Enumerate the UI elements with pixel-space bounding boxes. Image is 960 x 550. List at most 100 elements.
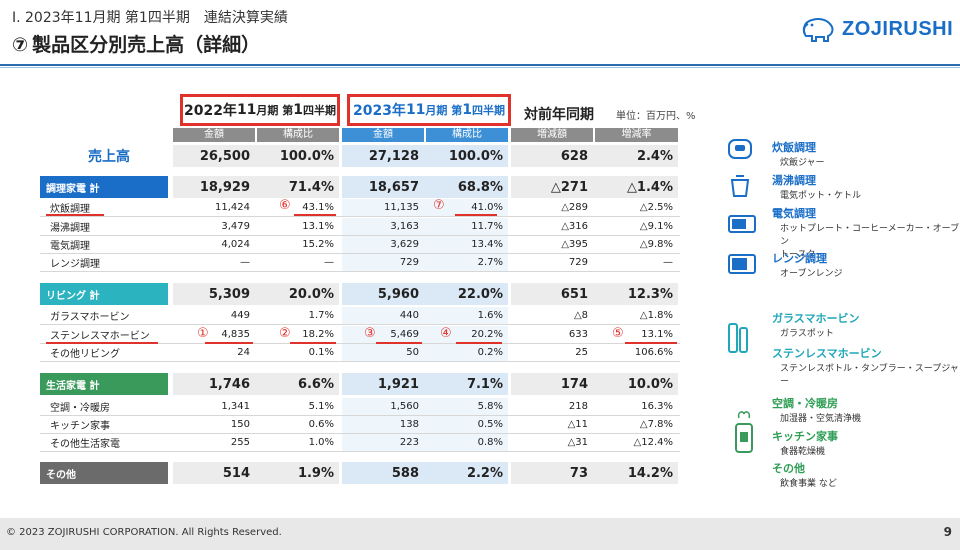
cell-elec-2: 3,629 (390, 239, 419, 250)
cur-period-header: 2023年 11 月期 第 1 四半期 (347, 94, 511, 126)
cell-aircon-5: 16.3% (641, 401, 673, 412)
table-row-cook: 調理家電 計 18,929 71.4% 18,657 68.8% △271 △1.4% (40, 176, 680, 198)
legend-range: レンジ調理 オーブンレンジ (772, 252, 843, 279)
row-label: レンジ調理 (50, 259, 100, 270)
cell-cook-3: 68.8% (457, 179, 503, 195)
table-row-otherliv: その他リビング 24 0.1% 50 0.2% 25 106.6% (40, 344, 680, 362)
row-shade (342, 283, 508, 305)
legend-air: 空調・冷暖房 加湿器・空気清浄機 (772, 397, 862, 424)
cell-otherliv-5: 106.6% (634, 347, 673, 358)
row-label: キッチン家事 (50, 421, 110, 432)
cell-kitchen-0: 150 (230, 419, 250, 430)
mark-5: ⑤ (612, 326, 624, 341)
sub-header-diff: 増減額 (511, 128, 593, 142)
cell-elec-1: 15.2% (302, 239, 334, 250)
cell-range-2: 729 (399, 257, 419, 268)
cell-others-0: 514 (222, 465, 250, 481)
elephant-logo-icon (802, 18, 834, 42)
legend-glass: ガラスマホービン ガラスポット (772, 312, 860, 339)
mark-7: ⑦ (433, 198, 445, 213)
row-label: 電気調理 (50, 241, 90, 252)
cell-boil-0: 3,479 (221, 221, 250, 232)
cell-living-3: 22.0% (457, 286, 503, 302)
row-shade (342, 344, 508, 361)
cell-rice-3: 41.0% (471, 202, 503, 213)
underline-steel-cur (376, 342, 422, 344)
legend-rice: 炊飯調理 炊飯ジャー (772, 141, 825, 168)
cell-otherlife-5: △12.4% (633, 437, 673, 448)
underline-steel-ratio-cur (456, 342, 502, 344)
cell-rice-1: 43.1% (302, 202, 334, 213)
row-label: ガラスマホービン (50, 312, 130, 323)
table-row-others: その他 514 1.9% 588 2.2% 73 14.2% (40, 462, 680, 484)
cell-rice-5: △2.5% (639, 202, 673, 213)
cell-rice-4: △289 (561, 202, 588, 213)
cell-life-4: 174 (560, 376, 588, 392)
cell-steel-3: 20.2% (471, 329, 503, 340)
underline-steel-prev (205, 342, 253, 344)
row-shade (342, 326, 508, 343)
legend-boil: 湯沸調理 電気ポット・ケトル (772, 174, 862, 201)
row-shade (342, 176, 508, 198)
legend-kitchen: キッチン家事 食器乾燥機 (772, 430, 838, 457)
table-row-living: リビング 計 5,309 20.0% 5,960 22.0% 651 12.3% (40, 283, 680, 305)
row-shade (342, 199, 508, 216)
cell-living-4: 651 (560, 286, 588, 302)
cell-steel-0: 4,835 (221, 329, 250, 340)
row-shade (173, 373, 339, 395)
cell-glass-5: △1.8% (639, 310, 673, 321)
cell-glass-0: 449 (230, 310, 250, 321)
cell-elec-4: △395 (561, 239, 588, 250)
cell-cook-4: △271 (550, 179, 588, 195)
cell-sales-3: 100.0% (448, 148, 503, 164)
yoy-header: 対前年同期 (524, 107, 594, 123)
cell-aircon-3: 5.8% (477, 401, 503, 412)
cell-kitchen-2: 138 (399, 419, 419, 430)
row-label: 炊飯調理 (50, 204, 90, 215)
row-shade (511, 283, 678, 305)
row-shade (342, 145, 508, 167)
cell-otherlife-1: 1.0% (308, 437, 334, 448)
cell-steel-4: 633 (568, 329, 588, 340)
cell-steel-1: 18.2% (302, 329, 334, 340)
table-row-life: 生活家電 計 1,746 6.6% 1,921 7.1% 174 10.0% (40, 373, 680, 395)
cell-kitchen-4: △11 (567, 419, 588, 430)
cell-otherlife-0: 255 (230, 437, 250, 448)
page-subtitle: Ⅰ. 2023年11月期 第1四半期 連結決算実績 (12, 10, 288, 26)
mark-6: ⑥ (279, 198, 291, 213)
cell-boil-3: 11.7% (471, 221, 503, 232)
kettle-icon (730, 175, 750, 197)
row-shade (173, 145, 339, 167)
row-shade (342, 254, 508, 271)
row-label: 生活家電 計 (40, 373, 168, 395)
table-row-boil: 湯沸調理 3,479 13.1% 3,163 11.7% △316 △9.1% (40, 218, 680, 236)
table-row-elec: 電気調理 4,024 15.2% 3,629 13.4% △395 △9.8% (40, 236, 680, 254)
cell-others-2: 588 (391, 465, 419, 481)
row-label: その他生活家電 (50, 439, 120, 450)
cell-range-1: — (324, 257, 334, 268)
cell-kitchen-1: 0.6% (308, 419, 334, 430)
cell-elec-5: △9.8% (639, 239, 673, 250)
sub-header-ratio-cur: 構成比 (426, 128, 508, 142)
cell-rice-0: 11,424 (215, 202, 250, 213)
cell-range-0: — (240, 257, 250, 268)
cell-boil-4: △316 (561, 221, 588, 232)
row-shade (342, 398, 508, 415)
cell-cook-0: 18,929 (199, 179, 250, 195)
footer: © 2023 ZOJIRUSHI CORPORATION. All Rights… (0, 518, 960, 550)
cell-cook-5: △1.4% (626, 179, 673, 195)
sub-header-amount-prev: 金額 (173, 128, 255, 142)
cell-others-1: 1.9% (297, 465, 334, 481)
row-shade (511, 373, 678, 395)
row-label: リビング 計 (40, 283, 168, 305)
cell-otherlife-2: 223 (399, 437, 419, 448)
row-shade (342, 218, 508, 235)
row-shade (511, 176, 678, 198)
table-row-glass: ガラスマホービン 449 1.7% 440 1.6% △8 △1.8% (40, 307, 680, 325)
row-shade (342, 434, 508, 451)
cell-otherliv-3: 0.2% (477, 347, 503, 358)
row-label: 売上高 (88, 149, 130, 165)
rice-cooker-icon (728, 139, 752, 159)
row-shade (173, 176, 339, 198)
underline-rice-ratio-cur (455, 214, 497, 216)
